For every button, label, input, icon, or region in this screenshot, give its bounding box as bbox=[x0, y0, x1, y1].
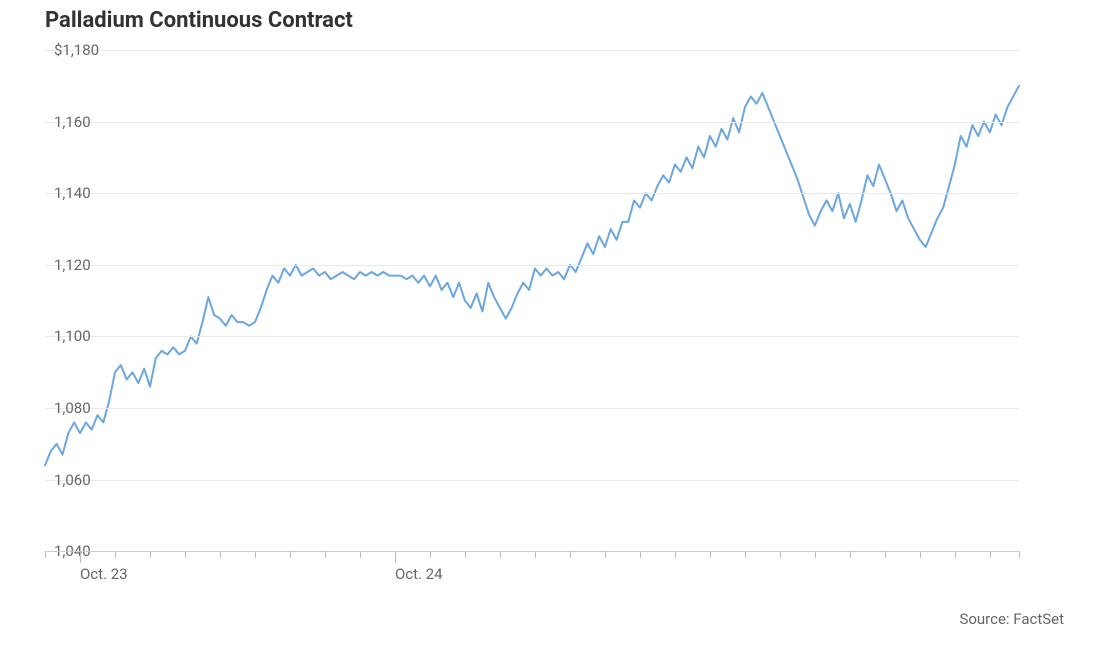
x-tick-minor bbox=[535, 551, 536, 558]
x-axis-label: Oct. 23 bbox=[80, 565, 128, 583]
chart-svg bbox=[45, 50, 1019, 580]
gridline bbox=[45, 408, 1019, 409]
x-tick-minor bbox=[780, 551, 781, 558]
y-axis-label: 1,060 bbox=[45, 471, 91, 489]
y-axis-label: 1,160 bbox=[45, 113, 91, 131]
x-tick-minor bbox=[815, 551, 816, 558]
gridline bbox=[45, 336, 1019, 337]
x-tick-minor bbox=[570, 551, 571, 558]
gridline bbox=[45, 122, 1019, 123]
x-tick-minor bbox=[255, 551, 256, 558]
x-tick-minor bbox=[360, 551, 361, 558]
gridline bbox=[45, 480, 1019, 481]
x-tick-minor bbox=[500, 551, 501, 558]
y-axis-label: $1,180 bbox=[45, 41, 99, 59]
x-tick-minor bbox=[430, 551, 431, 558]
x-tick-minor bbox=[150, 551, 151, 558]
gridline bbox=[45, 193, 1019, 194]
x-tick-minor bbox=[115, 551, 116, 558]
x-tick-minor bbox=[955, 551, 956, 558]
y-axis-label: 1,140 bbox=[45, 184, 91, 202]
x-tick-minor bbox=[220, 551, 221, 558]
x-axis-label: Oct. 24 bbox=[395, 565, 443, 583]
chart-source: Source: FactSet bbox=[959, 610, 1064, 628]
x-tick-minor bbox=[850, 551, 851, 558]
x-tick-minor bbox=[185, 551, 186, 558]
chart-title: Palladium Continuous Contract bbox=[45, 8, 353, 33]
x-tick-major bbox=[80, 551, 81, 563]
x-tick-minor bbox=[885, 551, 886, 558]
chart-plot-area: $1,1801,1601,1401,1201,1001,0801,0601,04… bbox=[45, 50, 1019, 580]
gridline bbox=[45, 265, 1019, 266]
x-axis-line bbox=[45, 551, 1019, 552]
x-tick-minor bbox=[325, 551, 326, 558]
x-tick-minor bbox=[710, 551, 711, 558]
x-tick-major bbox=[395, 551, 396, 563]
gridline bbox=[45, 50, 1019, 51]
x-tick-minor bbox=[990, 551, 991, 558]
y-axis-label: 1,120 bbox=[45, 256, 91, 274]
x-tick-minor bbox=[640, 551, 641, 558]
x-tick-minor bbox=[605, 551, 606, 558]
x-tick-minor bbox=[745, 551, 746, 558]
y-axis-label: 1,100 bbox=[45, 327, 91, 345]
x-tick-minor bbox=[920, 551, 921, 558]
x-tick-minor bbox=[290, 551, 291, 558]
x-tick-minor bbox=[465, 551, 466, 558]
x-tick-minor bbox=[45, 551, 46, 558]
x-tick-minor bbox=[1019, 551, 1020, 558]
y-axis-label: 1,080 bbox=[45, 399, 91, 417]
x-tick-minor bbox=[675, 551, 676, 558]
